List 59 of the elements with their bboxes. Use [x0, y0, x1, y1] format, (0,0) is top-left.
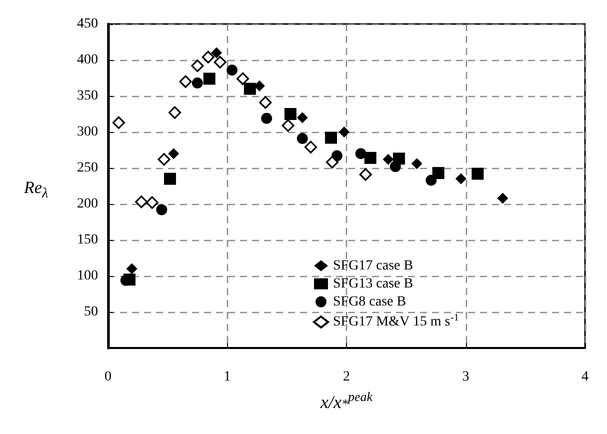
point: [324, 132, 337, 144]
x-axis-title: x/x*peak: [320, 389, 373, 412]
point: [168, 148, 180, 160]
point: [164, 172, 176, 185]
point: [326, 156, 338, 169]
x-tick-label: 4: [582, 370, 588, 384]
x-tick-label: 1: [224, 370, 231, 384]
point: [203, 72, 216, 85]
point: [296, 132, 308, 144]
point: [179, 75, 192, 88]
point: [226, 64, 238, 76]
point: [156, 204, 168, 216]
point: [355, 148, 366, 160]
point: [261, 112, 272, 124]
point: [284, 108, 296, 120]
point: [158, 153, 170, 166]
point: [392, 152, 405, 165]
y-tick-label: 400: [77, 52, 98, 68]
point: [211, 47, 222, 58]
y-tick-label: 250: [77, 160, 98, 176]
point: [202, 50, 214, 64]
point: [364, 152, 376, 164]
point: [455, 173, 466, 184]
point: [296, 112, 308, 124]
point: [191, 59, 204, 72]
y-tick-label: 50: [84, 304, 98, 320]
point: [338, 126, 350, 138]
x-tick-label: 2: [343, 370, 350, 384]
point: [472, 168, 484, 180]
point: [168, 106, 182, 119]
legend-label: SFG13 case B: [333, 276, 414, 292]
point: [359, 168, 372, 181]
point: [259, 96, 272, 109]
y-tick-label: 100: [77, 268, 98, 284]
point: [497, 192, 508, 204]
point: [304, 140, 318, 154]
y-tick-label: 350: [77, 88, 98, 104]
x-tick-label: 0: [104, 370, 112, 384]
legend-label: SFG8 case B: [333, 294, 406, 310]
y-tick-label: 150: [77, 232, 98, 248]
point: [192, 78, 203, 89]
point: [123, 274, 136, 286]
y-tick-label: 200: [77, 196, 98, 212]
point: [244, 82, 256, 95]
point: [126, 263, 138, 274]
point: [432, 167, 444, 180]
x-tick-label: 3: [462, 370, 470, 384]
point: [214, 56, 226, 68]
y-tick-label: 450: [77, 16, 98, 32]
legend-label: SFG17 case B: [333, 258, 414, 274]
point: [382, 154, 394, 165]
point: [146, 196, 158, 209]
point: [282, 119, 294, 132]
point: [236, 72, 250, 86]
y-axis-title: Re$_{λ}$: [24, 178, 48, 202]
y-tick-label: 300: [77, 124, 98, 140]
point: [112, 116, 126, 129]
point: [411, 158, 422, 170]
point: [135, 196, 148, 208]
